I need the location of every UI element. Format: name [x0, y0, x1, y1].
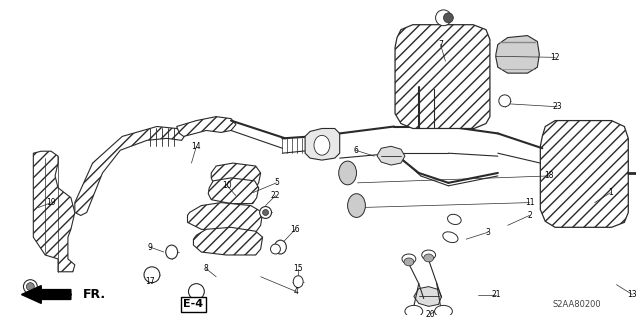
Ellipse shape: [444, 13, 453, 23]
Text: 1: 1: [608, 188, 613, 197]
Polygon shape: [414, 286, 442, 306]
Text: FR.: FR.: [83, 288, 106, 301]
Ellipse shape: [443, 232, 458, 242]
Text: 11: 11: [525, 198, 534, 207]
FancyArrow shape: [22, 286, 71, 303]
Text: 22: 22: [271, 191, 280, 200]
Text: 7: 7: [438, 40, 443, 49]
Text: 23: 23: [552, 102, 562, 111]
Ellipse shape: [499, 95, 511, 107]
Text: 18: 18: [545, 171, 554, 181]
Polygon shape: [193, 227, 262, 255]
Text: 15: 15: [293, 264, 303, 273]
Ellipse shape: [26, 283, 35, 291]
Polygon shape: [177, 117, 236, 137]
Polygon shape: [540, 121, 628, 227]
Polygon shape: [211, 163, 260, 188]
Ellipse shape: [314, 135, 330, 155]
Polygon shape: [496, 36, 540, 73]
Text: 20: 20: [426, 310, 435, 319]
Text: 16: 16: [291, 225, 300, 234]
Ellipse shape: [260, 207, 271, 219]
Ellipse shape: [422, 250, 436, 260]
Polygon shape: [377, 146, 405, 165]
Text: E-4: E-4: [184, 300, 204, 309]
Text: 12: 12: [550, 53, 560, 62]
Text: 5: 5: [274, 178, 279, 187]
Ellipse shape: [435, 305, 452, 317]
Text: 17: 17: [145, 277, 155, 286]
Polygon shape: [305, 129, 340, 160]
Ellipse shape: [189, 284, 204, 300]
Text: 3: 3: [486, 228, 490, 237]
Ellipse shape: [424, 254, 433, 262]
Ellipse shape: [405, 305, 422, 317]
Text: S2AA80200: S2AA80200: [552, 300, 601, 309]
Text: 13: 13: [627, 290, 637, 299]
Ellipse shape: [436, 10, 451, 26]
Polygon shape: [75, 127, 186, 215]
Polygon shape: [208, 178, 259, 204]
Polygon shape: [188, 203, 262, 232]
Text: 6: 6: [353, 146, 358, 155]
Ellipse shape: [166, 245, 178, 259]
Ellipse shape: [339, 161, 356, 185]
Ellipse shape: [348, 194, 365, 218]
Text: 14: 14: [191, 142, 201, 151]
Text: 8: 8: [204, 264, 209, 273]
Polygon shape: [395, 25, 490, 129]
Ellipse shape: [447, 214, 461, 225]
Ellipse shape: [404, 258, 414, 266]
Ellipse shape: [24, 280, 37, 293]
Ellipse shape: [271, 244, 280, 254]
Polygon shape: [33, 151, 75, 272]
Ellipse shape: [402, 254, 416, 264]
Ellipse shape: [293, 276, 303, 288]
Text: 4: 4: [294, 287, 299, 296]
Ellipse shape: [275, 240, 286, 254]
Text: 19: 19: [46, 198, 56, 207]
Text: 2: 2: [527, 211, 532, 220]
Ellipse shape: [262, 210, 269, 215]
Ellipse shape: [144, 267, 160, 283]
Text: 10: 10: [222, 181, 232, 190]
Text: 9: 9: [147, 242, 152, 252]
Text: 21: 21: [491, 290, 500, 299]
